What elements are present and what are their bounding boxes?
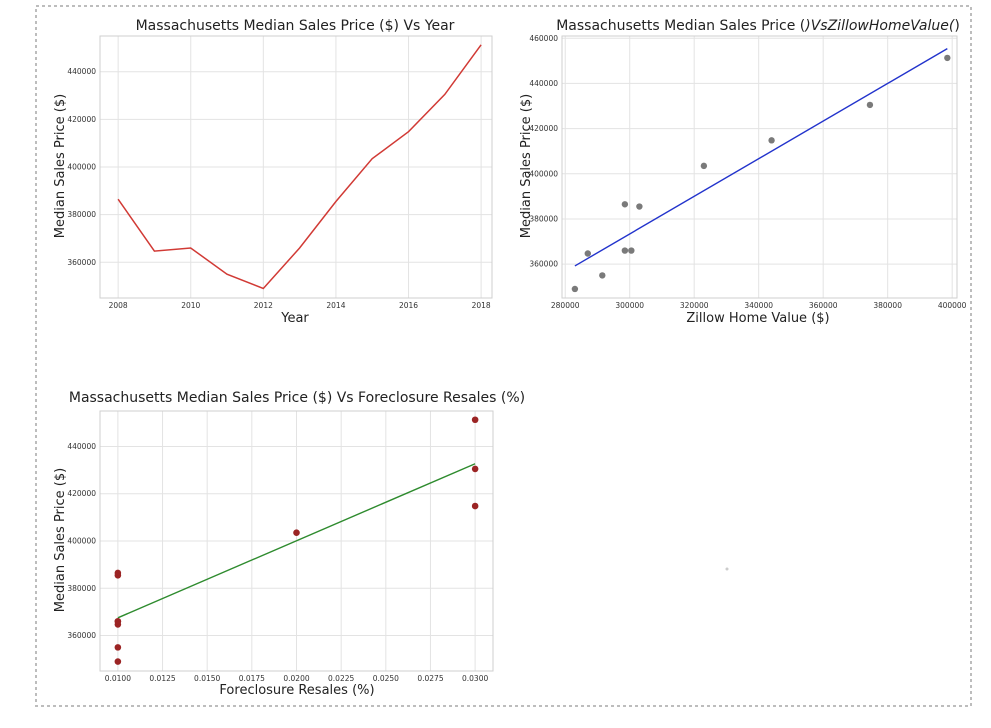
x-tick-label: 0.0300 (462, 674, 488, 683)
x-tick-label: 0.0200 (283, 674, 309, 683)
axes-frame (561, 35, 958, 299)
data-point (599, 272, 606, 279)
y-axis-label: Median Sales Price ($) (53, 94, 68, 238)
chart-title: Massachusetts Median Sales Price ($) Vs … (69, 390, 525, 406)
plot-area (562, 36, 957, 298)
x-tick-label: 320000 (680, 301, 709, 310)
x-tick-label: 0.0125 (149, 674, 175, 683)
data-point (628, 247, 635, 254)
x-tick-label: 2010 (181, 301, 200, 310)
y-tick-label: 380000 (67, 210, 96, 219)
data-point (866, 101, 874, 109)
y-tick-label: 360000 (529, 260, 558, 269)
y-tick-label: 460000 (529, 34, 558, 43)
x-tick-label: 280000 (551, 301, 580, 310)
x-tick-label: 2008 (109, 301, 128, 310)
y-tick-label: 440000 (67, 442, 96, 451)
data-point (114, 644, 122, 651)
x-axis-label: Year (280, 311, 309, 326)
x-axis-label: Foreclosure Resales (%) (219, 683, 374, 698)
y-tick-label: 400000 (529, 169, 558, 178)
x-tick-label: 2014 (326, 301, 345, 310)
chart-title: Massachusetts Median Sales Price ($) Vs … (136, 18, 455, 34)
regression-line (117, 463, 476, 619)
y-tick-label: 440000 (67, 67, 96, 76)
y-tick-label: 380000 (529, 214, 558, 223)
regression-line (574, 48, 948, 267)
x-tick-label: 380000 (873, 301, 902, 310)
x-tick-label: 400000 (938, 301, 967, 310)
data-point (584, 250, 591, 257)
data-point (114, 569, 122, 577)
chart-title-end: ) (954, 18, 959, 34)
data-point (293, 529, 300, 537)
x-tick-label: 0.0100 (105, 674, 131, 683)
data-point (471, 416, 479, 424)
data-point (944, 54, 951, 62)
y-tick-label: 400000 (67, 163, 96, 172)
chart-title-part: Massachusetts Median Sales Price ( (556, 18, 805, 34)
x-tick-label: 0.0225 (328, 674, 354, 683)
series-line (117, 44, 482, 290)
x-tick-label: 0.0275 (417, 674, 443, 683)
y-tick-label: 420000 (529, 124, 558, 133)
chart-title-italic: )VsZillowHomeValue( (804, 18, 955, 34)
y-tick-label: 360000 (67, 258, 96, 267)
y-tick-label: 400000 (67, 537, 96, 546)
axes-frame (99, 35, 493, 299)
chart-price-vs-zillow: Massachusetts Median Sales Price ()VsZil… (519, 18, 967, 326)
stray-dot (725, 567, 729, 571)
x-tick-label: 0.0150 (194, 674, 220, 683)
x-tick-label: 2012 (254, 301, 273, 310)
y-tick-label: 440000 (529, 79, 558, 88)
data-point (621, 247, 629, 254)
y-tick-label: 420000 (67, 115, 96, 124)
figure-border (35, 5, 972, 707)
chart-price-vs-year: Massachusetts Median Sales Price ($) Vs … (53, 18, 493, 326)
data-point (571, 285, 579, 293)
x-tick-label: 340000 (744, 301, 773, 310)
x-tick-label: 2018 (472, 301, 491, 310)
x-tick-label: 360000 (809, 301, 838, 310)
data-point (114, 618, 122, 625)
x-tick-label: 0.0250 (373, 674, 399, 683)
y-tick-label: 360000 (67, 631, 96, 640)
x-tick-label: 2016 (399, 301, 418, 310)
x-tick-label: 0.0175 (239, 674, 265, 683)
data-point (114, 658, 122, 665)
y-tick-label: 420000 (67, 489, 96, 498)
x-axis-label: Zillow Home Value ($) (686, 311, 829, 326)
data-point (700, 162, 708, 170)
chart-title: Massachusetts Median Sales Price ()VsZil… (556, 18, 960, 34)
x-tick-label: 300000 (615, 301, 644, 310)
data-point (471, 502, 479, 510)
data-point (636, 203, 643, 210)
y-axis-label: Median Sales Price ($) (519, 94, 534, 238)
data-point (621, 201, 629, 208)
y-tick-label: 380000 (67, 584, 96, 593)
y-axis-label: Median Sales Price ($) (53, 468, 68, 612)
data-point (768, 137, 775, 144)
axes-frame (99, 410, 494, 672)
chart-price-vs-foreclosure: Massachusetts Median Sales Price ($) Vs … (53, 390, 525, 698)
data-point (471, 465, 479, 473)
